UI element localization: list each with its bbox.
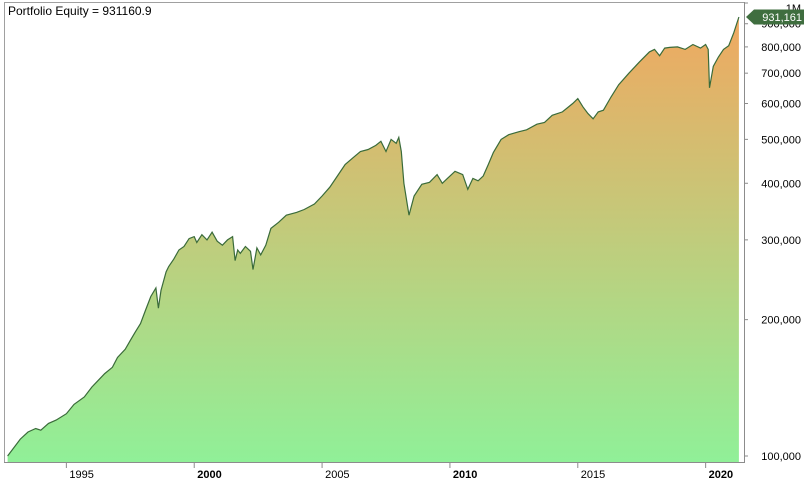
chart-title: Portfolio Equity = 931160.9 <box>8 4 152 18</box>
x-tick-label: 1995 <box>69 469 93 481</box>
last-value-badge: 931,161 <box>746 9 804 25</box>
y-tick-label: 400,000 <box>761 178 801 190</box>
y-tick-label: 500,000 <box>761 134 801 146</box>
x-tick-label: 2020 <box>709 469 733 481</box>
y-axis-ticks: 100,000 200,000 300,000 400,000 500,000 600,0… <box>744 2 801 463</box>
y-tick-label: 800,000 <box>761 42 801 54</box>
x-tick-label: 2015 <box>581 469 605 481</box>
x-axis-ticks: 1995 2000 2005 2010 2015 2020 <box>65 462 733 481</box>
equity-area-fill <box>7 17 739 462</box>
y-tick-label: 700,000 <box>761 68 801 80</box>
last-value-badge-shape <box>746 9 804 25</box>
last-value-label: 931,161 <box>762 12 802 24</box>
x-tick-label: 2000 <box>197 469 221 481</box>
y-tick-label: 200,000 <box>761 315 801 327</box>
y-tick-label: 300,000 <box>761 235 801 247</box>
y-tick-label: 600,000 <box>761 98 801 110</box>
equity-line <box>7 16 740 457</box>
x-tick-label: 2010 <box>453 469 477 481</box>
y-tick-label: 100,000 <box>761 451 801 463</box>
x-tick-label: 2005 <box>325 469 349 481</box>
